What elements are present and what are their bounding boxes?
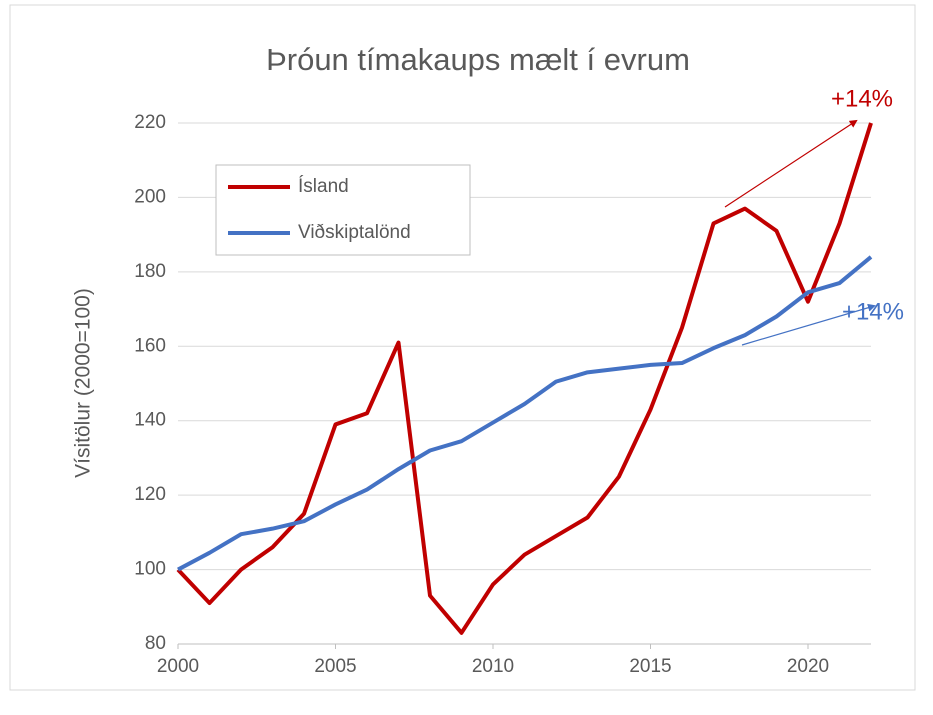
y-tick-label: 100 — [134, 559, 166, 580]
y-tick-label: 120 — [134, 484, 166, 505]
chart-title: Þróun tímakaups mælt í evrum — [266, 42, 690, 77]
x-tick-label: 2005 — [314, 656, 356, 677]
y-axis-label: Vísitölur (2000=100) — [72, 288, 95, 478]
chart-border — [9, 4, 916, 691]
legend — [215, 164, 471, 256]
y-tick-label: 160 — [134, 335, 166, 356]
y-tick-label: 140 — [134, 410, 166, 431]
x-tick-label: 2010 — [472, 656, 514, 677]
y-tick-label: 180 — [134, 261, 166, 282]
y-tick-label: 220 — [134, 112, 166, 133]
annotation: +14% — [842, 298, 904, 325]
series-line — [177, 255, 873, 572]
x-tick-label: 2015 — [629, 656, 671, 677]
y-tick-label: 200 — [134, 186, 166, 207]
arrow — [724, 119, 858, 208]
legend-label: Ísland — [298, 176, 349, 197]
legend-label: Viðskiptalönd — [298, 222, 411, 243]
arrow — [741, 303, 876, 346]
x-tick-label: 2020 — [787, 656, 829, 677]
annotation: +14% — [831, 85, 893, 112]
x-tick-label: 2000 — [157, 656, 199, 677]
y-tick-label: 80 — [145, 633, 166, 654]
